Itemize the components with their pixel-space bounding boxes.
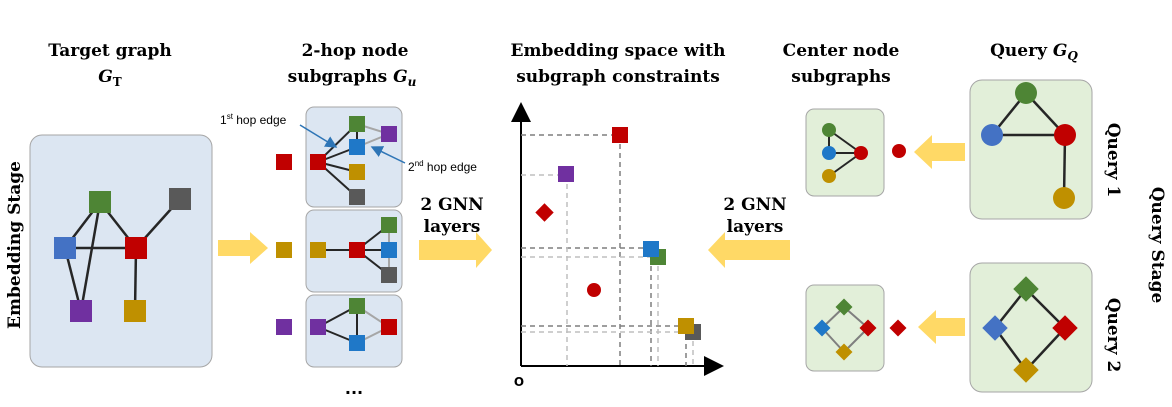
center-subgraph-2 <box>805 284 885 372</box>
query-title-text: Query GQ <box>990 41 1078 63</box>
subgraph-red <box>276 106 403 208</box>
node-gray <box>169 188 191 210</box>
node-green <box>349 116 365 132</box>
two-hop-title: 2-hop node subgraphs Gu <box>288 41 417 89</box>
node-purple <box>381 126 397 142</box>
node-gold <box>124 300 146 322</box>
node-red <box>349 242 365 258</box>
gnn-right-line1: 2 GNN <box>723 195 786 215</box>
node-gray <box>349 189 365 205</box>
constraint-lines-light <box>521 174 694 366</box>
node-blue <box>381 242 397 258</box>
node-gold <box>1053 187 1075 209</box>
axis-origin-label: O <box>514 375 524 389</box>
node-purple <box>70 300 92 322</box>
first-hop-pointer <box>299 124 338 148</box>
embed-purple-square <box>558 166 574 182</box>
arrow-target-to-subgraphs <box>218 232 268 264</box>
standalone-gold-node <box>276 242 292 258</box>
node-blue <box>54 237 76 259</box>
embedding-space: O <box>511 102 724 389</box>
node-green <box>1015 82 1037 104</box>
subgraph-red-panel <box>305 106 403 208</box>
node-purple <box>310 319 326 335</box>
node-gold <box>822 169 836 183</box>
center-title-line2: subgraphs <box>791 67 891 87</box>
query-1-panel <box>969 79 1093 220</box>
target-graph-title-text: Target graph <box>48 41 172 61</box>
center-node-title: Center node subgraphs <box>783 41 900 87</box>
query2-label: Query 2 <box>1103 298 1123 373</box>
subgraph-purple-panel <box>305 294 403 368</box>
node-green <box>835 298 853 316</box>
node-red <box>125 237 147 259</box>
node-red <box>854 146 868 160</box>
node-blue <box>813 319 831 337</box>
query-stage-label: Query Stage <box>1147 187 1167 304</box>
node-blue <box>349 335 365 351</box>
node-green <box>349 298 365 314</box>
more-subgraphs-ellipsis: ... <box>345 379 363 398</box>
constraint-lines-dark <box>521 134 687 366</box>
gnn-left-line2: layers <box>424 217 481 237</box>
query-title: Query GQ <box>990 41 1078 63</box>
embed-red-square <box>612 127 628 143</box>
node-green <box>381 217 397 233</box>
first-hop-edge-label: 1st hop edge <box>220 112 287 127</box>
node-red <box>381 319 397 335</box>
node-blue <box>981 124 1003 146</box>
node-blue <box>982 315 1008 341</box>
node-gold <box>835 343 853 361</box>
gnn-left-line1: 2 GNN <box>420 195 483 215</box>
arrow-query1 <box>914 135 965 169</box>
node-red <box>310 154 326 170</box>
target-graph-title: Target graph GT <box>48 41 172 89</box>
embedding-title-line2: subgraph constraints <box>516 67 720 87</box>
two-hop-title-line1: 2-hop node <box>302 41 409 61</box>
second-hop-pointer <box>370 146 406 164</box>
query-2-panel <box>969 262 1093 393</box>
node-red <box>859 319 877 337</box>
node-green <box>89 191 111 213</box>
standalone-red-node <box>276 154 292 170</box>
arrow-gnn-right <box>708 232 790 268</box>
center-subgraph-2-panel <box>805 284 885 372</box>
second-hop-edge-label: 2nd hop edge <box>408 159 477 174</box>
center-node-red-diamond <box>889 319 907 337</box>
query-1 <box>969 79 1093 220</box>
node-gold <box>349 164 365 180</box>
target-graph-symbol: GT <box>98 67 122 89</box>
embed-gold-square <box>678 318 694 334</box>
node-green <box>822 123 836 137</box>
node-gray <box>381 267 397 283</box>
embedding-stage-label: Embedding Stage <box>5 161 25 329</box>
subgraph-gold <box>276 209 403 293</box>
embed-red-circle <box>587 283 601 297</box>
node-red <box>1054 124 1076 146</box>
node-blue <box>349 139 365 155</box>
node-gold <box>310 242 326 258</box>
arrow-query2 <box>918 310 965 344</box>
gnn-right-line2: layers <box>727 217 784 237</box>
arrow-gnn-left <box>419 232 492 268</box>
query-2 <box>969 262 1093 393</box>
center-subgraph-1 <box>805 108 885 197</box>
center-title-line1: Center node <box>783 41 900 61</box>
query1-label: Query 1 <box>1103 123 1123 198</box>
target-graph-panel <box>29 134 213 368</box>
two-hop-title-line2: subgraphs Gu <box>288 67 417 89</box>
subgraph-purple <box>276 294 403 368</box>
embedding-title-line1: Embedding space with <box>511 41 726 61</box>
embed-blue-square <box>643 241 659 257</box>
standalone-purple-node <box>276 319 292 335</box>
node-blue <box>822 146 836 160</box>
center-node-red-circle <box>892 144 906 158</box>
embedding-space-title: Embedding space with subgraph constraint… <box>511 41 726 87</box>
embed-red-diamond <box>535 203 554 222</box>
